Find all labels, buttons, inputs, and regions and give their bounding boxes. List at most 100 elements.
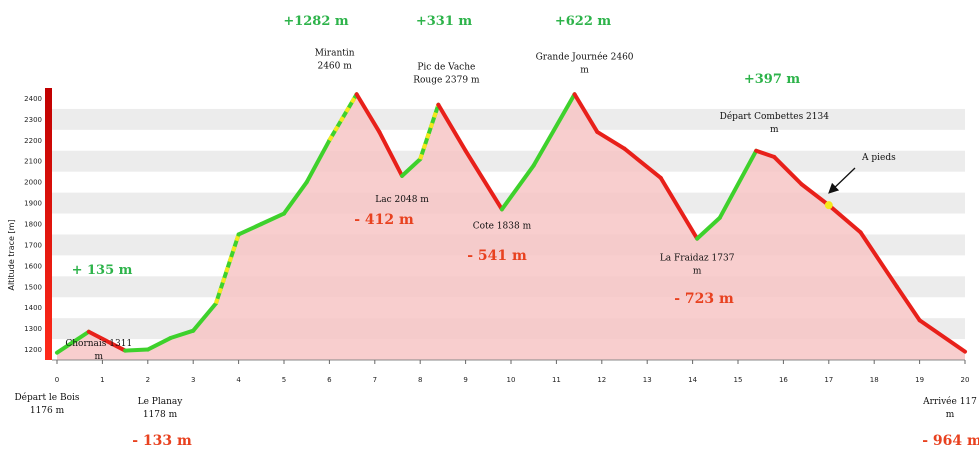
descent-segment — [622, 146, 663, 180]
descent-segment — [436, 102, 468, 153]
climb-segment — [168, 328, 196, 341]
place-label: Pic de Vache Rouge 2379 m — [413, 63, 480, 86]
place-label: La Fraidaz 1737 m — [660, 254, 735, 277]
climb-segment — [282, 180, 309, 216]
x-tick-label: 19 — [915, 376, 924, 384]
descent-segment — [86, 329, 128, 353]
x-tick-label: 12 — [597, 376, 606, 384]
climb-segment — [304, 138, 332, 185]
place-labels: Chornais 1311 m Mirantin 2460 m Lac 2048 m Pi… — [65, 48, 829, 361]
descent-segment — [595, 129, 627, 151]
planay-label: Le Planay 1178 m — [138, 397, 184, 420]
loss-label-arrivee: - 964 m — [922, 433, 979, 449]
y-tick-label: 1700 — [24, 241, 42, 249]
x-tick-label: 15 — [734, 376, 743, 384]
walk-segment — [418, 104, 441, 160]
profile-fill — [57, 94, 965, 361]
y-tick-label: 1600 — [24, 262, 42, 270]
altitude-color-bar — [45, 88, 52, 360]
descent-segment — [572, 92, 600, 134]
x-tick-label: 0 — [55, 376, 59, 384]
y-tick-label: 2400 — [24, 95, 42, 103]
descent-segment — [354, 92, 382, 134]
profile-area — [57, 94, 965, 361]
x-tick-label: 9 — [463, 376, 467, 384]
y-tick-label: 1900 — [24, 200, 42, 208]
x-tick-label: 8 — [418, 376, 422, 384]
x-tick-label: 20 — [961, 376, 970, 384]
walk-point-marker — [824, 201, 833, 210]
x-tick-label: 2 — [146, 376, 150, 384]
grid-band — [52, 150, 965, 172]
y-axis-ticks: 1200 1300 1400 1500 1600 1700 1800 1900 2000 2100… — [24, 95, 42, 354]
descent-segment — [377, 129, 405, 178]
climb-segment — [236, 222, 264, 237]
place-label: Lac 2048 m — [375, 195, 429, 205]
climb-segment — [145, 336, 173, 352]
x-tick-label: 7 — [373, 376, 377, 384]
y-tick-label: 1800 — [24, 221, 42, 229]
loss-label-lac: - 412 m — [354, 212, 414, 228]
walk-segment — [214, 233, 241, 305]
walk-annotation-label: A pieds — [861, 153, 896, 163]
place-label: Départ Combettes 2134 m — [720, 111, 830, 135]
x-tick-label: 6 — [327, 376, 332, 384]
y-tick-label: 2100 — [24, 158, 42, 166]
climb-segment — [695, 215, 722, 241]
x-tick-label: 10 — [507, 376, 516, 384]
x-tick-label: 13 — [643, 376, 652, 384]
x-tick-label: 4 — [236, 376, 241, 384]
y-tick-label: 2200 — [24, 137, 42, 145]
gain-label-combettes: +397 m — [744, 72, 801, 87]
endpoint-labels: Départ le Bois 1176 m Le Planay 1178 m Arriv… — [14, 392, 977, 420]
loss-label-cote: - 541 m — [467, 248, 527, 264]
grid-band — [52, 108, 965, 130]
climb-segment — [55, 329, 91, 355]
start-label: Départ le Bois 1176 m — [14, 392, 79, 416]
profile-lines — [52, 92, 967, 361]
x-tick-label: 1 — [100, 376, 104, 384]
descent-segment — [826, 203, 863, 235]
y-tick-label: 2000 — [24, 179, 42, 187]
place-label: Cote 1838 m — [473, 221, 532, 231]
place-label: Chornais 1311 m — [65, 339, 132, 362]
loss-label-planay: - 133 m — [132, 433, 192, 449]
y-tick-label: 1400 — [24, 304, 42, 312]
walk-annotation-arrow — [828, 167, 856, 194]
climb-segment — [123, 347, 150, 353]
x-tick-label: 11 — [552, 376, 561, 384]
descent-segment — [658, 175, 700, 241]
x-tick-label: 18 — [870, 376, 879, 384]
gain-label-mirantin: +1282 m — [283, 14, 349, 29]
descent-segment — [917, 318, 967, 354]
x-tick-label: 5 — [282, 376, 286, 384]
x-tick-label: 17 — [824, 376, 833, 384]
climb-segment — [400, 157, 423, 178]
gain-label-pic-de-vache: +331 m — [416, 14, 473, 29]
place-label: Grande Journée 2460 m — [536, 51, 634, 75]
descent-segment — [894, 284, 922, 323]
place-label: Mirantin 2460 m — [315, 48, 355, 71]
gain-label-grande-journee: +622 m — [555, 14, 612, 29]
y-tick-label: 1300 — [24, 325, 42, 333]
gain-label-chornais: + 135 m — [72, 263, 133, 278]
loss-label-fraidaz: - 723 m — [674, 291, 734, 307]
y-tick-label: 1200 — [24, 346, 42, 354]
climb-segment — [717, 148, 759, 220]
end-label: Arrivée 117 m — [922, 396, 977, 420]
y-axis-title: Altitude trace [m] — [7, 219, 16, 290]
descent-segment — [754, 148, 777, 160]
climb-segment — [191, 301, 218, 333]
climb-segment — [531, 92, 577, 168]
climb-segment — [499, 163, 536, 212]
descent-segment — [772, 155, 804, 187]
y-tick-label: 1500 — [24, 283, 42, 291]
x-tick-label: 3 — [191, 376, 195, 384]
x-axis-ticks: 0 1 2 3 4 5 6 7 8 9 10 11 12 13 14 15 16 17 18 19 20 — [55, 360, 970, 384]
x-tick-label: 16 — [779, 376, 788, 384]
descent-segment — [799, 182, 831, 208]
walk-segment — [327, 93, 359, 142]
climb-segment — [259, 211, 286, 226]
x-tick-label: 14 — [688, 376, 697, 384]
